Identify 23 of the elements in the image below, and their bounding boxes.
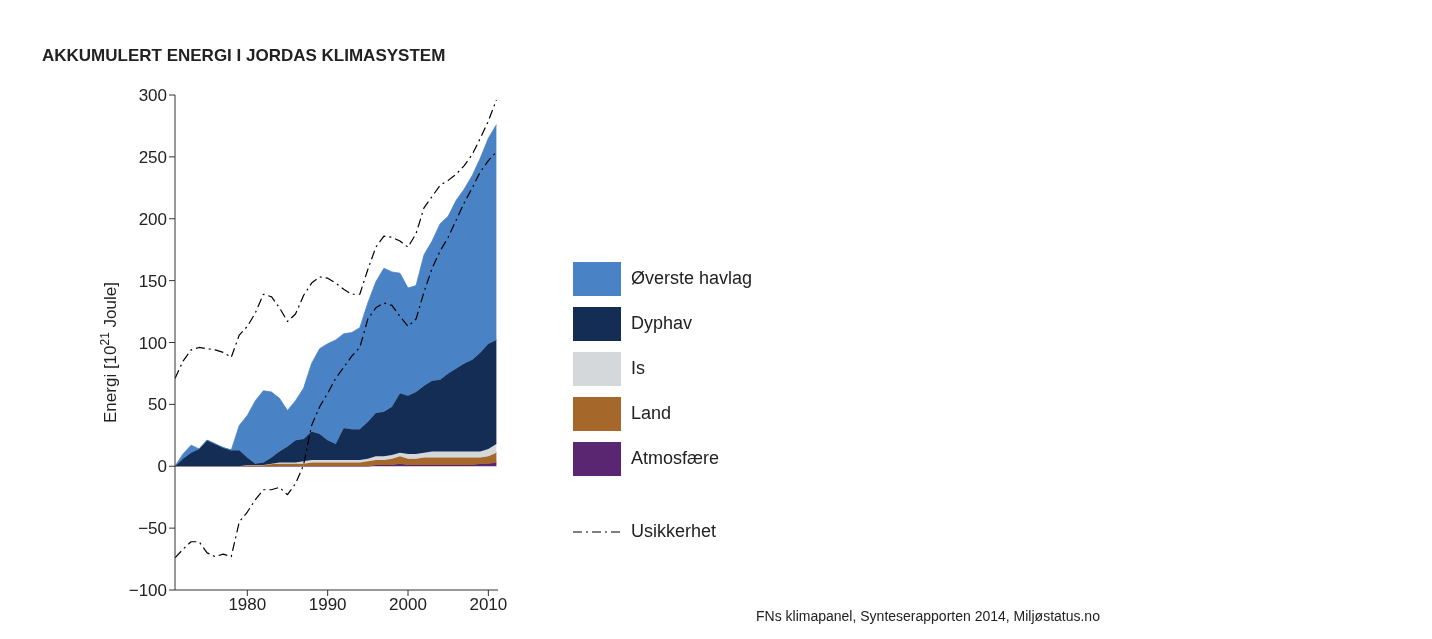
text: FNs klimapanel, Synteserapporten 2014, Miljøstatus.no <box>756 608 1100 624</box>
legend-label: Øverste havlag <box>631 268 753 289</box>
y-tick-label: 100 <box>138 333 167 353</box>
line-series <box>175 99 497 379</box>
y-tick-label: 300 <box>138 86 167 106</box>
chart-title: AKKUMULERT ENERGI I JORDAS KLIMASYSTEM <box>42 46 446 66</box>
legend-label: Usikkerhet <box>631 521 717 542</box>
line-series <box>175 151 497 559</box>
legend-label: Is <box>631 358 646 379</box>
y-tick-label: 150 <box>138 271 167 291</box>
legend-label: Atmosfære <box>631 448 720 469</box>
x-tick-label: 2010 <box>469 595 508 615</box>
legend-label: Dyphav <box>631 313 693 334</box>
y-tick-label: −50 <box>138 519 167 539</box>
y-tick-label: 250 <box>138 147 167 167</box>
legend-label: Land <box>631 403 672 424</box>
x-tick-label: 2000 <box>389 595 427 615</box>
y-tick-label: 0 <box>157 457 167 477</box>
x-tick-label: 1990 <box>308 595 347 615</box>
y-tick-label: 50 <box>148 395 167 415</box>
x-tick-label: 1980 <box>228 595 267 615</box>
y-tick-label: −100 <box>128 581 167 601</box>
y-tick-label: 200 <box>138 209 167 229</box>
